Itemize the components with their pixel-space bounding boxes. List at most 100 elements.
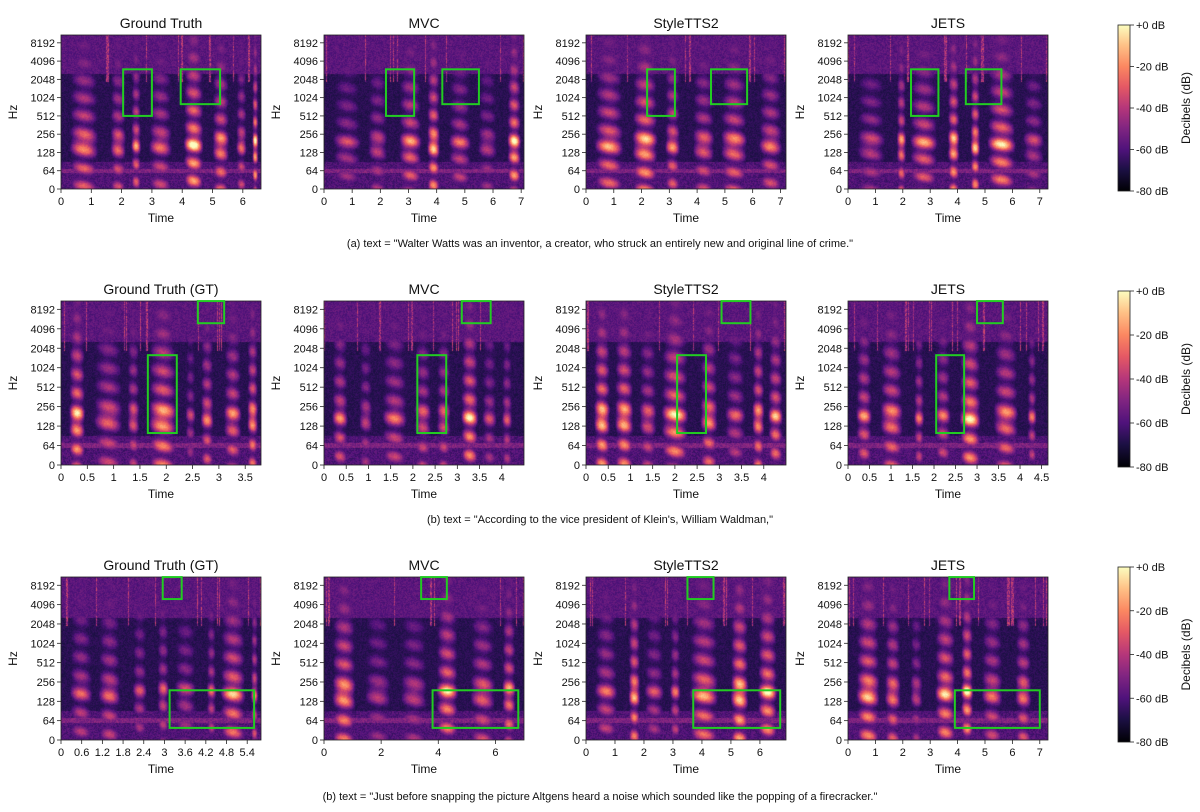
x-tick-label: 2: [119, 196, 125, 208]
y-tick-label: 256: [37, 402, 55, 414]
spectrogram-image: [586, 301, 786, 465]
panel-title: JETS: [931, 15, 965, 31]
x-tick-label: 1.8: [115, 747, 130, 759]
x-tick-label: 4: [955, 747, 961, 759]
y-tick-label: 64: [568, 166, 580, 178]
x-tick-label: 1: [611, 196, 617, 208]
y-tick-label: 128: [300, 147, 318, 159]
row-caption: (b) text = "According to the vice presid…: [427, 514, 773, 526]
highlight-box: [976, 300, 1004, 325]
x-axis-label: Time: [148, 487, 175, 501]
x-tick-label: 3: [149, 196, 155, 208]
y-tick-label: 4096: [818, 56, 842, 68]
y-tick-label: 8192: [556, 580, 580, 592]
y-tick-label: 2048: [818, 74, 842, 86]
axes-frame: [323, 34, 525, 190]
x-tick-label: 5.4: [240, 747, 255, 759]
panel-title: Ground Truth (GT): [103, 557, 218, 573]
y-tick-label: 1024: [556, 363, 580, 375]
x-tick-label: 2: [378, 747, 384, 759]
x-tick-label: 2: [900, 196, 906, 208]
y-tick-label: 512: [824, 111, 842, 123]
colorbar-tick-label: -40 dB: [1136, 103, 1168, 115]
highlight-box: [720, 300, 752, 325]
panel-title: JETS: [931, 557, 965, 573]
y-tick-label: 128: [824, 421, 842, 433]
colorbar-gradient: [1117, 24, 1131, 192]
x-tick-label: 1.5: [645, 472, 660, 484]
x-tick-label: 3: [716, 472, 722, 484]
y-tick-label: 4096: [556, 324, 580, 336]
spectrogram-panel-r1-3: JETS 0 64 128 256 512 1024 2048 4096 8192 Hz 0 0.5 1 1…: [793, 281, 1049, 501]
x-tick-label: 4: [699, 747, 705, 759]
highlight-box: [168, 689, 256, 729]
x-tick-label: 2: [410, 472, 416, 484]
x-tick-label: 7: [1037, 747, 1043, 759]
y-axis-label: Hz: [269, 651, 283, 666]
colorbar-tick-label: -20 dB: [1136, 62, 1168, 74]
highlight-box: [964, 68, 1003, 106]
y-tick-label: 1024: [556, 638, 580, 650]
x-tick-label: 4: [761, 472, 767, 484]
x-tick-label: 1: [88, 196, 94, 208]
y-tick-label: 256: [300, 129, 318, 141]
y-tick-label: 8192: [31, 304, 55, 316]
x-tick-label: 2: [900, 747, 906, 759]
x-tick-label: 2: [163, 472, 169, 484]
highlight-box: [146, 354, 178, 435]
colorbar-label: Decibels (dB): [1179, 618, 1193, 690]
x-tick-label: 1: [349, 196, 355, 208]
colorbar-tick-label: +0 dB: [1136, 20, 1165, 32]
y-tick-label: 8192: [31, 38, 55, 50]
x-tick-label: 4: [955, 196, 961, 208]
colorbar-label: Decibels (dB): [1179, 343, 1193, 415]
x-tick-label: 4: [435, 747, 441, 759]
x-tick-label: 1.5: [905, 472, 920, 484]
x-tick-label: 0.6: [74, 747, 89, 759]
highlight-box: [953, 689, 1041, 729]
x-tick-label: 1: [888, 472, 894, 484]
x-tick-label: 0: [583, 472, 589, 484]
y-tick-label: 128: [562, 147, 580, 159]
x-tick-label: 3: [974, 472, 980, 484]
x-tick-label: 3: [161, 747, 167, 759]
x-axis-label: Time: [935, 762, 962, 776]
axes-frame: [585, 34, 787, 190]
y-tick-label: 4096: [31, 56, 55, 68]
panel-title: MVC: [408, 281, 439, 297]
y-tick-label: 512: [37, 658, 55, 670]
x-axis-label: Time: [673, 487, 700, 501]
spectrogram-panel-r0-2: StyleTTS20641282565121024204840968192Hz0…: [531, 15, 787, 225]
x-tick-label: 1.5: [383, 472, 398, 484]
spectrogram-panel-r2-1: MVC 0 64 128 256 512 1024 2048 4096 8192 Hz 0 2 4 6 Tim…: [269, 557, 525, 776]
x-tick-label: 5: [982, 747, 988, 759]
panel-title: Ground Truth: [120, 15, 203, 31]
y-tick-label: 1024: [294, 93, 318, 105]
x-tick-label: 3.6: [177, 747, 192, 759]
panel-title: JETS: [931, 281, 965, 297]
x-tick-label: 0: [58, 196, 64, 208]
y-tick-label: 64: [43, 716, 55, 728]
axes-frame: [847, 34, 1049, 190]
colorbar-label: Decibels (dB): [1179, 72, 1193, 144]
colorbar-tick-label: -80 dB: [1136, 737, 1168, 749]
y-tick-label: 128: [824, 147, 842, 159]
highlight-box: [122, 68, 153, 117]
x-tick-label: 7: [777, 196, 783, 208]
y-axis-label: Hz: [6, 376, 20, 391]
colorbar-row-1: +0 dB -20 dB -40 dB -60 dB -80 dB Decibels (d…: [1117, 286, 1193, 474]
x-tick-label: 6: [240, 196, 246, 208]
x-tick-label: 7: [518, 196, 524, 208]
spectrogram-panel-r1-2: StyleTTS20641282565121024204840968192Hz0…: [531, 281, 787, 501]
highlight-box: [416, 354, 448, 435]
highlight-box: [420, 576, 448, 601]
y-tick-label: 512: [300, 111, 318, 123]
x-tick-label: 6: [490, 196, 496, 208]
x-tick-label: 2: [641, 747, 647, 759]
x-tick-label: 3: [216, 472, 222, 484]
axes-frame: [585, 576, 787, 741]
y-tick-label: 64: [306, 166, 318, 178]
highlight-box: [948, 576, 976, 601]
y-tick-label: 64: [306, 441, 318, 453]
colorbar-gradient: [1117, 290, 1131, 468]
